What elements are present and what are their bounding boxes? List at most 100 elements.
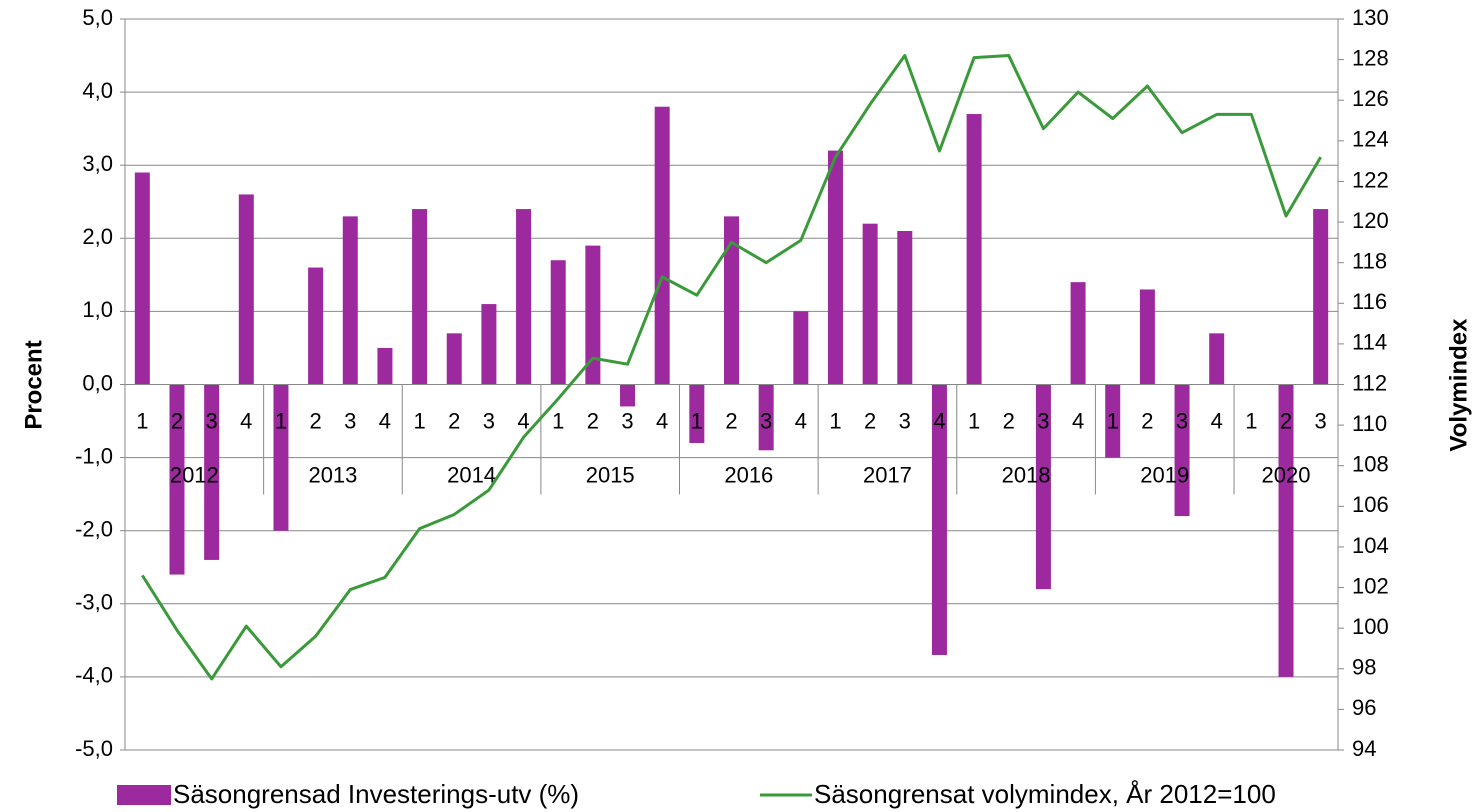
line xyxy=(141,54,1322,681)
bar xyxy=(931,384,947,655)
y2-tick-label: 126 xyxy=(1352,86,1389,111)
x-tick-label: 3 xyxy=(1315,408,1327,433)
y-tick-label: 4,0 xyxy=(82,78,113,103)
y2-tick-label: 106 xyxy=(1352,492,1389,517)
bar xyxy=(585,245,601,385)
y2-tick-label: 120 xyxy=(1352,208,1389,233)
bar xyxy=(273,384,289,531)
x-group-label: 2012 xyxy=(170,462,219,487)
x-tick-label: 1 xyxy=(1107,408,1119,433)
y2-tick-label: 104 xyxy=(1352,533,1389,558)
x-tick-label: 3 xyxy=(621,408,633,433)
x-tick-label: 3 xyxy=(344,408,356,433)
y2-tick-label: 128 xyxy=(1352,45,1389,70)
y-axis-title: Procent xyxy=(20,340,47,429)
x-tick-label: 2 xyxy=(171,408,183,433)
x-group-label: 2017 xyxy=(863,462,912,487)
bar xyxy=(516,209,532,385)
bar xyxy=(758,384,774,451)
y2-axis-title: Volymindex xyxy=(1445,318,1472,452)
bar xyxy=(1209,333,1225,385)
y2-tick-label: 118 xyxy=(1352,248,1387,273)
y-tick-label: -4,0 xyxy=(75,663,113,688)
bar xyxy=(793,311,809,385)
bar xyxy=(412,209,428,385)
x-tick-label: 4 xyxy=(1211,408,1223,433)
bar xyxy=(446,333,462,385)
x-tick-label: 3 xyxy=(1176,408,1188,433)
bar xyxy=(724,216,739,385)
x-tick-label: 3 xyxy=(899,408,911,433)
x-tick-label: 4 xyxy=(240,408,252,433)
x-tick-label: 4 xyxy=(1072,408,1084,433)
bar xyxy=(689,384,705,443)
x-tick-label: 4 xyxy=(656,408,668,433)
y-tick-label: 1,0 xyxy=(82,297,113,322)
y2-tick-label: 98 xyxy=(1352,655,1376,680)
x-tick-label: 1 xyxy=(829,408,841,433)
x-tick-label: 1 xyxy=(552,408,564,433)
bar xyxy=(654,106,670,385)
y2-tick-label: 108 xyxy=(1352,452,1389,477)
x-tick-label: 3 xyxy=(483,408,495,433)
bar xyxy=(620,384,636,407)
bar xyxy=(966,114,982,385)
y-tick-label: 5,0 xyxy=(82,5,113,30)
y2-tick-label: 110 xyxy=(1352,411,1387,436)
x-tick-label: 1 xyxy=(691,408,703,433)
legend-label: Säsongrensad Investerings-utv (%) xyxy=(173,779,579,809)
bar xyxy=(1105,384,1121,458)
y-tick-label: -2,0 xyxy=(75,517,113,542)
bar xyxy=(1035,384,1051,590)
x-tick-label: 2 xyxy=(1003,408,1015,433)
x-tick-label: 1 xyxy=(1245,408,1257,433)
x-tick-label: 4 xyxy=(517,408,529,433)
bar xyxy=(862,223,878,385)
y2-tick-label: 114 xyxy=(1352,330,1387,355)
x-group-label: 2019 xyxy=(1140,462,1189,487)
x-tick-label: 1 xyxy=(968,408,980,433)
bar xyxy=(169,384,185,575)
y2-tick-label: 100 xyxy=(1352,614,1389,639)
bar xyxy=(1313,209,1329,385)
y2-tick-label: 116 xyxy=(1352,289,1387,314)
legend-swatch xyxy=(117,785,171,805)
x-tick-label: 1 xyxy=(275,408,287,433)
x-group-label: 2020 xyxy=(1262,462,1311,487)
x-tick-label: 1 xyxy=(136,408,148,433)
x-tick-label: 4 xyxy=(379,408,391,433)
bar xyxy=(1139,289,1155,385)
y-tick-label: 3,0 xyxy=(82,151,113,176)
x-group-label: 2015 xyxy=(586,462,635,487)
x-group-label: 2014 xyxy=(447,462,496,487)
y-tick-label: 2,0 xyxy=(82,224,113,249)
y2-tick-label: 94 xyxy=(1352,736,1376,761)
x-tick-label: 3 xyxy=(206,408,218,433)
x-tick-label: 2 xyxy=(448,408,460,433)
y-tick-label: -5,0 xyxy=(75,736,113,761)
bar xyxy=(134,172,150,385)
x-group-label: 2016 xyxy=(724,462,773,487)
bar xyxy=(377,347,393,385)
x-tick-label: 2 xyxy=(725,408,737,433)
x-tick-label: 3 xyxy=(1037,408,1049,433)
x-tick-label: 4 xyxy=(795,408,807,433)
x-group-label: 2013 xyxy=(308,462,357,487)
legend-label: Säsongrensat volymindex, År 2012=100 xyxy=(814,779,1276,809)
y-tick-label: 0,0 xyxy=(82,370,113,395)
x-tick-label: 2 xyxy=(309,408,321,433)
y2-tick-label: 112 xyxy=(1352,370,1387,395)
bar xyxy=(1070,282,1086,385)
bar xyxy=(550,260,566,385)
y-tick-label: -1,0 xyxy=(75,443,113,468)
y2-tick-label: 102 xyxy=(1352,573,1389,598)
x-tick-label: 2 xyxy=(1280,408,1292,433)
bar xyxy=(827,150,843,385)
x-group-label: 2018 xyxy=(1002,462,1051,487)
y2-tick-label: 130 xyxy=(1352,5,1389,30)
y2-tick-label: 122 xyxy=(1352,167,1389,192)
y2-tick-label: 96 xyxy=(1352,695,1376,720)
x-tick-label: 1 xyxy=(413,408,425,433)
bar xyxy=(204,384,220,560)
